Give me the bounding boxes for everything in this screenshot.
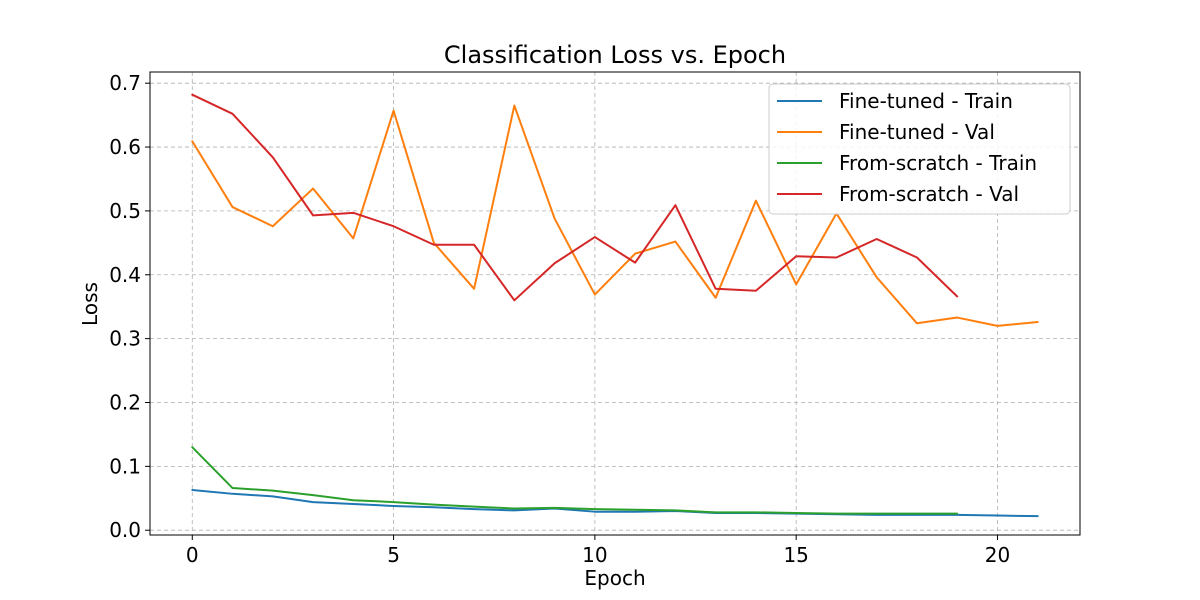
legend-box — [768, 83, 1071, 215]
tick-layer: 0 5 10 15 20 0.0 0.1 0.2 0.3 0.4 0.5 0.6 0.7 — [109, 71, 1010, 567]
y-tick-label: 0.2 — [109, 390, 141, 414]
grid-layer — [150, 72, 1080, 535]
series-line-from-scratch-val — [191, 93, 959, 302]
x-axis-label: Epoch — [584, 566, 645, 590]
legend-label: From-scratch - Train — [839, 151, 1037, 175]
y-tick-label: 0.3 — [109, 327, 141, 351]
series-line-from-scratch-train — [191, 446, 959, 515]
x-tick-label: 20 — [985, 543, 1010, 567]
y-tick-label: 0.7 — [109, 71, 141, 95]
x-tick-label: 0 — [186, 543, 199, 567]
legend: Fine-tuned - Train Fine-tuned - Val From-s… — [768, 83, 1071, 215]
x-tick-label: 10 — [582, 543, 607, 567]
y-tick-label: 0.0 — [109, 518, 141, 542]
series-line-fine-tuned-train — [191, 488, 1039, 518]
y-axis-label: Loss — [78, 282, 102, 326]
x-tick-label: 5 — [387, 543, 400, 567]
y-tick-label: 0.6 — [109, 135, 141, 159]
plot-frame — [149, 71, 1081, 536]
legend-label: From-scratch - Val — [839, 182, 1019, 206]
x-tick-label: 15 — [783, 543, 808, 567]
chart-title: Classification Loss vs. Epoch — [444, 41, 786, 69]
legend-label: Fine-tuned - Val — [839, 120, 995, 144]
y-tick-label: 0.1 — [109, 454, 141, 478]
series-layer — [191, 93, 1039, 518]
y-tick-label: 0.4 — [109, 263, 141, 287]
legend-label: Fine-tuned - Train — [839, 89, 1013, 113]
y-tick-label: 0.5 — [109, 199, 141, 223]
